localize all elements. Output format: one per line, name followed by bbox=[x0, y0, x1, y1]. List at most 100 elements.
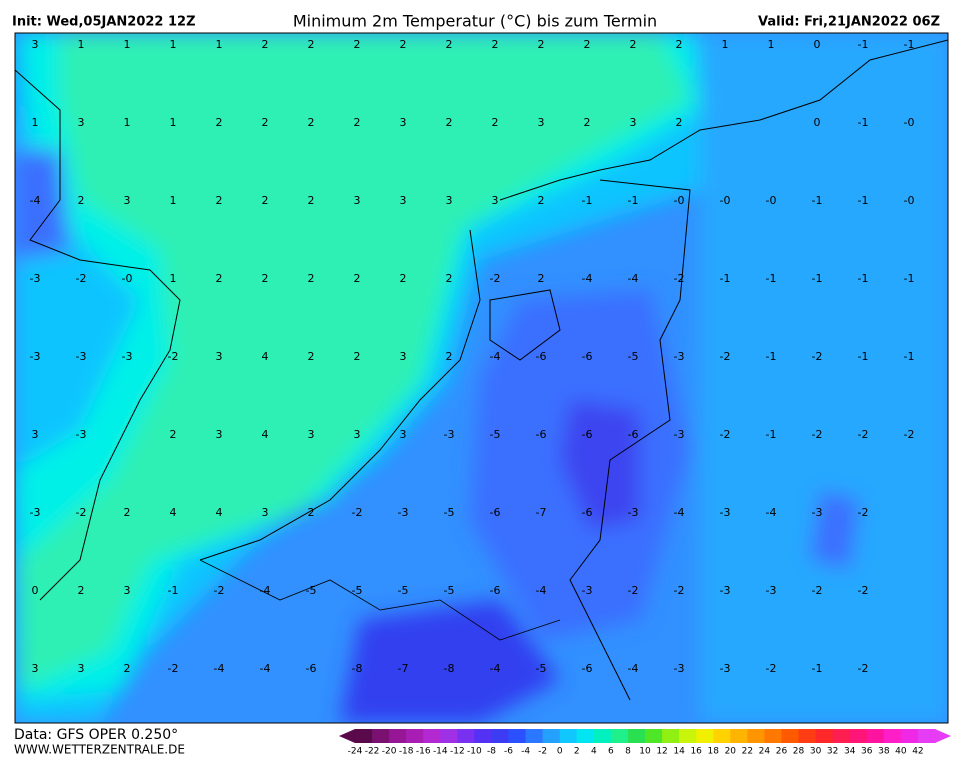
grid-value: 2 bbox=[262, 116, 269, 129]
colorbar-swatch bbox=[355, 729, 373, 743]
grid-value: 3 bbox=[354, 428, 361, 441]
colorbar-swatch bbox=[389, 729, 407, 743]
valid-label: Valid: Fri,21JAN2022 06Z bbox=[758, 15, 940, 30]
grid-value: -2 bbox=[812, 350, 823, 363]
grid-value: 2 bbox=[538, 272, 545, 285]
grid-value: 2 bbox=[400, 38, 407, 51]
grid-value: -2 bbox=[858, 662, 869, 675]
grid-value: 2 bbox=[446, 350, 453, 363]
colorbar-label: 26 bbox=[776, 747, 788, 757]
colorbar-label: 10 bbox=[639, 747, 651, 757]
colorbar-swatch bbox=[372, 729, 390, 743]
grid-value: -5 bbox=[306, 584, 317, 597]
grid-value: -1 bbox=[812, 194, 823, 207]
grid-value: 2 bbox=[308, 116, 315, 129]
colorbar-swatch bbox=[559, 729, 578, 743]
colorbar: -24 -22 -20 -18 -16 -14 -12 -10 -8 -6 -4 -2 0 2 4 6 8 10 1… bbox=[339, 729, 951, 757]
grid-value: -1 bbox=[904, 350, 915, 363]
grid-value: -4 bbox=[582, 272, 593, 285]
grid-value: 2 bbox=[308, 272, 315, 285]
grid-value: 4 bbox=[262, 350, 269, 363]
grid-value: -7 bbox=[536, 506, 547, 519]
grid-value: 3 bbox=[492, 194, 499, 207]
grid-value: 2 bbox=[354, 38, 361, 51]
colorbar-arrow-right bbox=[935, 729, 951, 743]
colorbar-swatch bbox=[730, 729, 748, 743]
grid-value: -3 bbox=[674, 428, 685, 441]
grid-value: 2 bbox=[78, 194, 85, 207]
colorbar-label: 42 bbox=[912, 747, 923, 757]
grid-value: -5 bbox=[628, 350, 639, 363]
grid-value: -2 bbox=[674, 272, 685, 285]
grid-value: -5 bbox=[536, 662, 547, 675]
grid-value: -4 bbox=[490, 662, 501, 675]
grid-value: 1 bbox=[170, 116, 177, 129]
grid-value: -1 bbox=[858, 350, 869, 363]
colorbar-label: -18 bbox=[399, 747, 414, 757]
grid-value: -1 bbox=[950, 38, 961, 51]
colorbar-swatch bbox=[474, 729, 492, 743]
grid-value: -1 bbox=[858, 38, 869, 51]
colorbar-label: 0 bbox=[557, 747, 563, 757]
grid-value: 2 bbox=[354, 272, 361, 285]
grid-value: -2 bbox=[76, 506, 87, 519]
grid-value: -1 bbox=[858, 272, 869, 285]
grid-value: 2 bbox=[584, 38, 591, 51]
grid-value: 2 bbox=[584, 116, 591, 129]
grid-value: -4 bbox=[260, 662, 271, 675]
grid-value: 3 bbox=[400, 350, 407, 363]
grid-value: -3 bbox=[76, 350, 87, 363]
grid-value: 2 bbox=[308, 194, 315, 207]
grid-value: 2 bbox=[124, 662, 131, 675]
grid-value: -3 bbox=[76, 428, 87, 441]
colorbar-swatch bbox=[781, 729, 800, 743]
grid-value: -3 bbox=[122, 350, 133, 363]
grid-value: -3 bbox=[30, 272, 41, 285]
colorbar-label: 22 bbox=[742, 747, 753, 757]
grid-value: -5 bbox=[444, 584, 455, 597]
colorbar-label: 32 bbox=[827, 747, 838, 757]
grid-value: 2 bbox=[170, 428, 177, 441]
grid-value: -2 bbox=[490, 272, 501, 285]
grid-value: 3 bbox=[32, 38, 39, 51]
grid-value: -4 bbox=[628, 662, 639, 675]
colorbar-swatch bbox=[696, 729, 714, 743]
grid-value: -6 bbox=[490, 506, 501, 519]
grid-value: -0 bbox=[720, 194, 731, 207]
colorbar-swatch bbox=[747, 729, 765, 743]
grid-value: -0 bbox=[766, 194, 777, 207]
grid-value: 2 bbox=[676, 116, 683, 129]
grid-value: 2 bbox=[262, 38, 269, 51]
grid-value: 1 bbox=[78, 38, 85, 51]
init-label: Init: Wed,05JAN2022 12Z bbox=[12, 15, 196, 30]
grid-value: 2 bbox=[538, 38, 545, 51]
grid-value: -5 bbox=[352, 584, 363, 597]
grid-value: 3 bbox=[216, 428, 223, 441]
grid-value: -2 bbox=[720, 428, 731, 441]
data-source: Data: GFS OPER 0.250° bbox=[14, 727, 178, 743]
grid-value: -6 bbox=[628, 428, 639, 441]
grid-value: -3 bbox=[628, 506, 639, 519]
colorbar-swatch bbox=[900, 729, 919, 743]
grid-value: -1 bbox=[812, 662, 823, 675]
grid-value: 3 bbox=[32, 428, 39, 441]
colorbar-swatch bbox=[832, 729, 851, 743]
grid-value: -3 bbox=[398, 506, 409, 519]
grid-value: -1 bbox=[168, 584, 179, 597]
colorbar-swatch bbox=[798, 729, 817, 743]
colorbar-swatch bbox=[627, 729, 646, 743]
grid-value: -3 bbox=[674, 662, 685, 675]
grid-value: 4 bbox=[216, 506, 223, 519]
grid-value: -1 bbox=[904, 272, 915, 285]
grid-value: -3 bbox=[444, 428, 455, 441]
colorbar-swatch bbox=[713, 729, 731, 743]
colorbar-label: -22 bbox=[365, 747, 380, 757]
grid-value: 1 bbox=[124, 38, 131, 51]
colorbar-label: -4 bbox=[521, 747, 530, 757]
grid-value: 2 bbox=[308, 350, 315, 363]
grid-value: 2 bbox=[492, 116, 499, 129]
grid-value: 2 bbox=[400, 272, 407, 285]
grid-value: 2 bbox=[216, 272, 223, 285]
grid-value: 3 bbox=[124, 194, 131, 207]
